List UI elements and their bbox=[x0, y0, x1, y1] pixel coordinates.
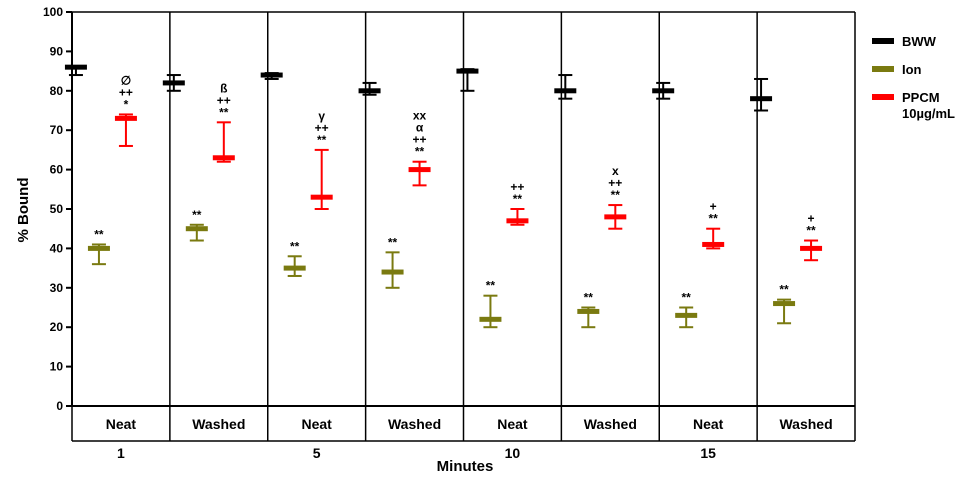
legend-label-1: Ion bbox=[902, 62, 922, 77]
y-tick-label-0: 0 bbox=[56, 399, 63, 413]
annotation-ppcm-2-1: ++ bbox=[315, 121, 329, 135]
mean-marker-ion-3 bbox=[381, 269, 404, 275]
condition-label-6: Neat bbox=[693, 416, 724, 432]
annotation-ppcm-1-1: ++ bbox=[217, 93, 231, 107]
mean-marker-ion-2 bbox=[283, 265, 306, 271]
annotation-ppcm-1-0: ß bbox=[220, 81, 227, 95]
mean-marker-ion-4 bbox=[479, 316, 502, 322]
y-tick-label-80: 80 bbox=[50, 84, 64, 98]
condition-label-2: Neat bbox=[302, 416, 333, 432]
annotation-ppcm-0-0: ∅ bbox=[121, 73, 131, 87]
annotation-ppcm-3-1: α bbox=[416, 121, 424, 135]
mean-marker-bww-2 bbox=[260, 72, 283, 78]
y-tick-label-100: 100 bbox=[43, 5, 63, 19]
mean-marker-bww-0 bbox=[64, 64, 87, 70]
y-tick-label-70: 70 bbox=[50, 123, 64, 137]
mean-marker-ppcm-5 bbox=[604, 214, 627, 220]
annotation-ppcm-7-0: + bbox=[808, 212, 815, 226]
y-tick-label-10: 10 bbox=[50, 360, 64, 374]
y-tick-label-60: 60 bbox=[50, 163, 64, 177]
y-tick-label-40: 40 bbox=[50, 241, 64, 255]
annotation-ppcm-6-1: ** bbox=[709, 212, 719, 226]
mean-marker-bww-4 bbox=[456, 68, 479, 74]
legend-marker-2 bbox=[872, 94, 894, 100]
legend-marker-0 bbox=[872, 38, 894, 44]
annotation-ion-7-0: ** bbox=[779, 283, 789, 297]
mean-marker-bww-6 bbox=[652, 88, 675, 94]
annotation-ppcm-5-2: ** bbox=[611, 188, 621, 202]
annotation-ion-1-0: ** bbox=[192, 208, 202, 222]
time-label-15: 15 bbox=[700, 445, 716, 461]
mean-marker-ion-1 bbox=[185, 226, 208, 232]
mean-marker-ppcm-6 bbox=[702, 241, 725, 247]
annotation-ion-4-0: ** bbox=[486, 279, 496, 293]
x-axis-title: Minutes bbox=[437, 458, 494, 475]
annotation-ppcm-2-0: γ bbox=[318, 109, 325, 123]
mean-marker-ppcm-3 bbox=[408, 167, 431, 173]
annotation-ppcm-3-0: xx bbox=[413, 109, 427, 123]
mean-marker-bww-5 bbox=[554, 88, 577, 94]
annotation-ppcm-4-0: ++ bbox=[510, 180, 524, 194]
annotation-ion-6-0: ** bbox=[682, 291, 692, 305]
legend-label-2: PPCM bbox=[902, 90, 940, 105]
condition-label-4: Neat bbox=[497, 416, 528, 432]
annotation-ppcm-6-0: + bbox=[710, 200, 717, 214]
annotation-ppcm-2-2: ** bbox=[317, 133, 327, 147]
annotation-ppcm-1-2: ** bbox=[219, 105, 229, 119]
legend-marker-1 bbox=[872, 66, 894, 72]
annotation-ion-3-0: ** bbox=[388, 235, 398, 249]
time-label-1: 1 bbox=[117, 445, 125, 461]
annotation-ppcm-5-0: x bbox=[612, 164, 619, 178]
mean-marker-bww-7 bbox=[750, 96, 773, 102]
annotation-ppcm-3-2: ++ bbox=[413, 133, 427, 147]
time-label-5: 5 bbox=[313, 445, 321, 461]
y-tick-label-30: 30 bbox=[50, 281, 64, 295]
legend-label-2-line2: 10µg/mL bbox=[902, 106, 955, 121]
y-tick-label-90: 90 bbox=[50, 44, 64, 58]
condition-label-7: Washed bbox=[779, 416, 832, 432]
condition-label-1: Washed bbox=[192, 416, 245, 432]
y-axis-title: % Bound bbox=[15, 178, 32, 243]
mean-marker-ion-0 bbox=[87, 245, 110, 251]
mean-marker-ppcm-4 bbox=[506, 218, 529, 224]
y-tick-label-20: 20 bbox=[50, 320, 64, 334]
annotation-ion-0-0: ** bbox=[94, 227, 104, 241]
mean-marker-ion-5 bbox=[577, 308, 600, 314]
annotation-ppcm-5-1: ++ bbox=[608, 176, 622, 190]
condition-label-3: Washed bbox=[388, 416, 441, 432]
legend-label-0: BWW bbox=[902, 34, 937, 49]
mean-marker-ppcm-7 bbox=[800, 245, 823, 251]
mean-marker-ion-7 bbox=[773, 301, 796, 307]
mean-marker-ion-6 bbox=[675, 312, 698, 318]
annotation-ppcm-4-1: ** bbox=[513, 192, 523, 206]
annotation-ppcm-0-1: ++ bbox=[119, 85, 133, 99]
annotation-ion-2-0: ** bbox=[290, 239, 300, 253]
mean-marker-bww-1 bbox=[162, 80, 185, 86]
condition-label-5: Washed bbox=[584, 416, 637, 432]
time-label-10: 10 bbox=[505, 445, 521, 461]
y-tick-label-50: 50 bbox=[50, 202, 64, 216]
annotation-ppcm-3-3: ** bbox=[415, 145, 425, 159]
annotation-ion-5-0: ** bbox=[584, 291, 594, 305]
mean-marker-ppcm-0 bbox=[114, 115, 137, 121]
condition-label-0: Neat bbox=[106, 416, 137, 432]
mean-marker-ppcm-2 bbox=[310, 194, 333, 200]
mean-marker-ppcm-1 bbox=[212, 155, 235, 161]
annotation-ppcm-7-1: ** bbox=[806, 224, 816, 238]
annotation-ppcm-0-2: * bbox=[124, 97, 129, 111]
mean-marker-bww-3 bbox=[358, 88, 381, 94]
